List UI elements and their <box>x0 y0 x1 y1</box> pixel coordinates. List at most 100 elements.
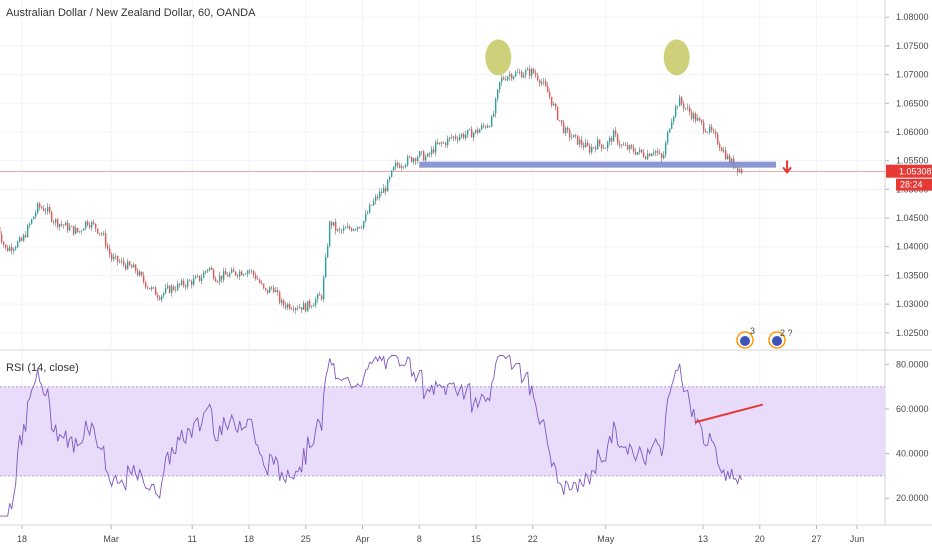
candle-body <box>338 229 341 230</box>
candle-body <box>240 271 243 276</box>
candle-body <box>124 264 127 270</box>
rsi-line[interactable] <box>0 354 743 517</box>
candle-body <box>388 176 391 180</box>
candle-body <box>602 147 605 149</box>
candle-body <box>406 156 409 165</box>
candle-body <box>12 248 15 251</box>
candle-body <box>210 267 213 270</box>
candle-body <box>252 270 255 275</box>
candle-body <box>654 150 657 153</box>
candle-body <box>400 166 403 168</box>
candle-body <box>348 226 351 229</box>
event-icon[interactable]: 2 ? <box>768 328 793 349</box>
candle-body <box>694 113 697 121</box>
price-tick-label: 1.04000 <box>896 242 929 252</box>
candle-body <box>282 300 285 306</box>
candle-body <box>676 106 679 107</box>
candle-body <box>504 79 507 81</box>
candle-body <box>470 129 473 138</box>
candle-body <box>398 165 401 168</box>
candle-body <box>8 246 11 252</box>
candle-body <box>296 308 299 309</box>
candle-body <box>340 229 343 231</box>
candle-body <box>410 157 413 162</box>
candle-body <box>290 308 293 310</box>
candle-body <box>434 142 437 153</box>
candle-body <box>624 145 627 146</box>
candle-body <box>544 81 547 87</box>
price-axis[interactable]: 1.08000 1.07500 1.07000 1.06500 1.06000 1.055… <box>885 12 929 338</box>
candle-body <box>204 271 207 273</box>
rsi-title: RSI (14, close) <box>6 362 79 374</box>
candle-body <box>22 234 25 241</box>
peak-marker-1[interactable] <box>485 39 512 76</box>
candle-body <box>56 219 59 227</box>
candle-body <box>366 212 369 214</box>
candle-body <box>328 221 331 246</box>
candle-body <box>580 139 583 146</box>
candle-body <box>500 77 503 82</box>
candle-body <box>594 147 597 150</box>
candle-body <box>668 128 671 133</box>
candle-body <box>268 287 271 293</box>
candle-body <box>276 290 279 292</box>
price-tick-label: 1.07500 <box>896 41 929 51</box>
candle-body <box>440 142 443 144</box>
down-arrow-icon[interactable] <box>782 160 792 174</box>
candle-body <box>280 300 283 303</box>
candle-body <box>284 305 287 308</box>
candle-body <box>292 309 295 311</box>
candle-body <box>212 269 215 279</box>
support-zone-rectangle[interactable] <box>419 161 776 168</box>
candle-body <box>582 145 585 148</box>
candle-body <box>312 305 315 307</box>
candlestick-series[interactable] <box>0 65 743 314</box>
candle-body <box>300 307 303 310</box>
candle-body <box>712 130 715 132</box>
candle-body <box>6 247 9 252</box>
time-axis[interactable]: 18 Mar 11 18 25 Apr 8 15 22 May 13 20 27 Jun <box>17 525 864 544</box>
candle-body <box>672 116 675 122</box>
candle-body <box>536 75 539 81</box>
candle-body <box>324 257 327 278</box>
candle-body <box>598 139 601 145</box>
candle-body <box>446 138 449 146</box>
candle-body <box>632 147 635 152</box>
candle-body <box>418 151 421 157</box>
candle-body <box>38 203 41 208</box>
candle-body <box>658 153 661 154</box>
rsi-divergence-trendline[interactable] <box>694 403 764 424</box>
candle-body <box>448 137 451 139</box>
candle-body <box>384 187 387 192</box>
rsi-axis[interactable]: 80.0000 60.0000 40.0000 20.0000 <box>885 359 929 503</box>
candle-body <box>50 211 53 222</box>
candle-body <box>666 132 669 143</box>
candle-body <box>138 271 141 276</box>
candle-body <box>720 147 723 152</box>
time-tick-label: 18 <box>17 534 27 544</box>
candle-body <box>254 274 257 280</box>
candle-body <box>10 246 13 251</box>
candle-body <box>314 299 317 306</box>
event-icon[interactable]: 3 <box>736 326 755 349</box>
candle-body <box>506 76 509 81</box>
candle-body <box>156 295 159 298</box>
candle-body <box>344 228 347 229</box>
candle-body <box>202 272 205 278</box>
candle-body <box>218 275 221 282</box>
candle-body <box>100 233 103 235</box>
candle-body <box>346 226 349 229</box>
candle-body <box>110 254 113 260</box>
candle-body <box>490 116 493 127</box>
candle-body <box>738 169 741 173</box>
candle-body <box>118 261 121 263</box>
candle-body <box>726 155 729 160</box>
candle-body <box>502 77 505 80</box>
candle-body <box>724 150 727 160</box>
price-pane-background <box>0 0 885 350</box>
peak-marker-2[interactable] <box>663 39 690 76</box>
candle-body <box>456 138 459 140</box>
candle-body <box>286 304 289 308</box>
candle-body <box>232 269 235 272</box>
